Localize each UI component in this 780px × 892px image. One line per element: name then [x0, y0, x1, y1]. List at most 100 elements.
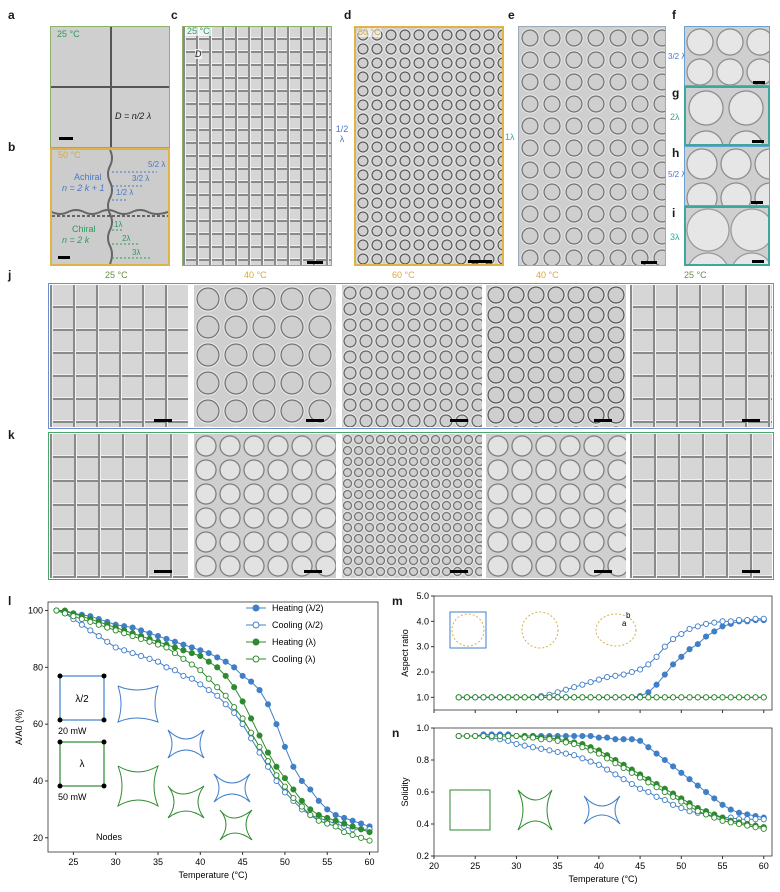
shape-half-3	[213, 773, 251, 803]
y-axis-label: A/A0 (%)	[14, 709, 24, 745]
node-dot	[57, 673, 63, 679]
micrograph-k-1	[50, 434, 188, 578]
data-point	[702, 788, 710, 796]
data-point	[719, 817, 726, 824]
data-point	[760, 615, 767, 622]
data-point	[358, 834, 365, 841]
cell-half-label: λ/2	[75, 694, 89, 705]
node-dot	[57, 717, 63, 723]
x-axis-label: Temperature (°C)	[568, 874, 637, 884]
scale-bar	[751, 201, 763, 204]
micrograph-g	[684, 86, 770, 146]
x-tick-label: 35	[153, 857, 163, 867]
d-label: D	[195, 49, 202, 59]
data-point	[332, 823, 339, 830]
data-point	[579, 755, 586, 762]
data-point	[154, 658, 162, 665]
panel-label-f: f	[672, 8, 676, 22]
data-point	[562, 686, 569, 693]
scale-bar	[752, 260, 764, 263]
micrograph-c: 25 °C D	[182, 26, 332, 266]
y-tick-label: 0.4	[416, 819, 429, 829]
panel-label-b: b	[8, 140, 16, 154]
data-point	[171, 667, 178, 674]
chiral-mark-1: 1λ	[114, 220, 123, 229]
data-point	[290, 786, 297, 793]
data-point	[702, 620, 710, 627]
data-point	[163, 635, 170, 642]
chart-l: 25 30 35 40 45 50 55 60 20 40 60 80 100 Temperature (…	[14, 601, 379, 880]
data-point	[488, 694, 495, 701]
data-point	[604, 766, 611, 773]
temp-j-5: 25 °C	[684, 270, 707, 280]
data-point	[104, 638, 111, 645]
cell-lambda-label: λ	[80, 759, 85, 770]
data-point	[612, 672, 619, 679]
data-point	[358, 826, 365, 833]
legend-marker	[252, 655, 260, 663]
scale-bar	[58, 256, 70, 259]
data-point	[529, 734, 536, 741]
data-point	[645, 779, 652, 786]
data-point	[513, 740, 520, 748]
node-dot	[101, 783, 107, 789]
data-point	[472, 732, 479, 740]
temp-label-d: 50 °C	[358, 27, 381, 37]
data-point	[231, 664, 238, 671]
panel-label-k: k	[8, 428, 15, 442]
data-point	[180, 672, 187, 679]
data-point	[281, 775, 288, 782]
data-point	[95, 633, 102, 640]
data-point	[366, 837, 373, 844]
data-point	[315, 817, 322, 824]
data-point	[180, 641, 187, 648]
x-tick-label: 25	[470, 861, 480, 871]
data-point	[571, 684, 578, 691]
scale-bar	[753, 81, 765, 84]
y-tick-label: 2.0	[416, 667, 429, 677]
data-point	[678, 804, 685, 812]
data-point	[587, 679, 594, 686]
achiral-mark-1: 1/2 λ	[116, 188, 134, 197]
data-point	[538, 694, 545, 701]
data-point	[239, 715, 246, 722]
chiral-title: Chiral	[72, 224, 96, 234]
data-point	[214, 684, 221, 691]
data-point	[138, 635, 145, 642]
data-point	[248, 735, 255, 742]
micrograph-k-4	[486, 434, 626, 578]
data-point	[587, 694, 594, 701]
data-point	[538, 745, 545, 752]
data-point	[273, 721, 280, 728]
data-point	[290, 794, 297, 802]
data-point	[661, 788, 668, 796]
data-point	[694, 808, 701, 815]
data-point	[521, 694, 528, 701]
data-point	[197, 681, 204, 688]
data-point	[264, 763, 272, 770]
data-point	[188, 644, 195, 651]
data-point	[104, 624, 111, 631]
data-point	[595, 694, 602, 701]
shape-half-2	[167, 729, 205, 759]
data-point	[349, 831, 356, 839]
data-point	[214, 654, 221, 661]
y-tick-label: 5.0	[416, 591, 429, 601]
data-point	[645, 689, 652, 696]
temp-label-c: 25 °C	[185, 26, 212, 36]
data-point	[727, 618, 734, 625]
x-tick-label: 20	[429, 861, 439, 871]
data-point	[661, 756, 668, 764]
data-point	[727, 806, 734, 813]
data-point	[332, 817, 339, 824]
data-point	[349, 817, 356, 824]
panel-label-j: j	[8, 268, 12, 282]
legend-marker	[252, 621, 260, 629]
data-point	[78, 615, 85, 623]
data-point	[571, 694, 578, 701]
panel-label-e: e	[508, 8, 515, 22]
y-axis-label: Aspect ratio	[400, 629, 410, 677]
scale-bar	[742, 419, 760, 422]
inset-ellipse-2	[521, 611, 559, 649]
data-point	[702, 811, 710, 818]
